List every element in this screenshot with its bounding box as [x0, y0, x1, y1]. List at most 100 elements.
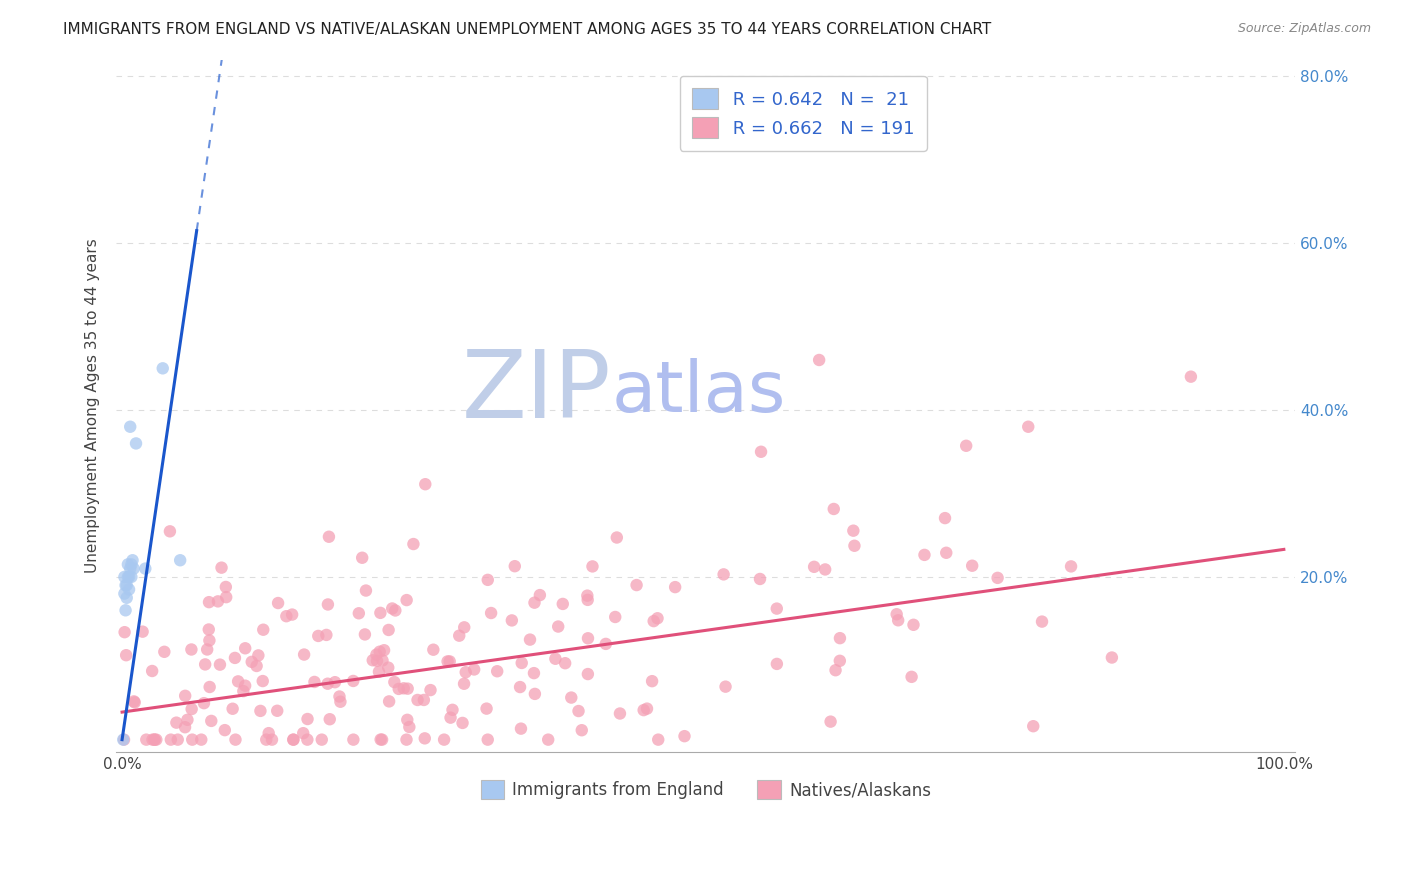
Point — [842, 524, 865, 538]
Point — [433, 732, 456, 747]
Point — [381, 601, 404, 615]
Point — [402, 537, 425, 551]
Point — [354, 583, 377, 598]
Point — [547, 619, 569, 633]
Point — [124, 695, 146, 709]
Point — [267, 596, 290, 610]
Point — [195, 642, 218, 657]
Point — [749, 444, 772, 458]
Point — [232, 684, 254, 698]
Point — [112, 570, 135, 584]
Point — [396, 681, 419, 696]
Point — [112, 732, 135, 747]
Point — [406, 693, 429, 707]
Point — [395, 732, 418, 747]
Point — [297, 712, 319, 726]
Point — [523, 687, 546, 701]
Point — [254, 732, 277, 747]
Point — [887, 613, 910, 627]
Point — [233, 641, 256, 656]
Point — [208, 657, 231, 672]
Point — [828, 631, 851, 645]
Point — [486, 665, 509, 679]
Point — [501, 614, 523, 628]
Point — [115, 591, 138, 605]
Point — [318, 530, 340, 544]
Point — [523, 596, 546, 610]
Point — [118, 582, 141, 597]
Point — [1022, 719, 1045, 733]
Point — [398, 720, 420, 734]
Point — [377, 660, 399, 674]
Point — [371, 732, 394, 747]
Point — [153, 645, 176, 659]
Point — [160, 732, 183, 747]
Point — [413, 731, 436, 746]
Point — [477, 573, 499, 587]
Point — [370, 606, 392, 620]
Point — [633, 703, 655, 717]
Point — [510, 656, 533, 670]
Point — [193, 696, 215, 710]
Point — [960, 558, 983, 573]
Point — [808, 353, 831, 368]
Point — [554, 657, 576, 671]
Point — [581, 559, 603, 574]
Point — [368, 665, 391, 679]
Point — [366, 654, 388, 668]
Point — [328, 690, 350, 704]
Point — [606, 531, 628, 545]
Point — [576, 632, 599, 646]
Point — [626, 578, 648, 592]
Point — [120, 570, 142, 584]
Point — [378, 694, 401, 708]
Point — [143, 732, 166, 747]
Point — [316, 598, 339, 612]
Point — [224, 732, 246, 747]
Point — [537, 732, 560, 747]
Point — [354, 627, 377, 641]
Point — [439, 711, 461, 725]
Point — [422, 642, 444, 657]
Point — [221, 702, 243, 716]
Point — [122, 561, 145, 575]
Point — [510, 722, 533, 736]
Point — [1101, 650, 1123, 665]
Point — [377, 623, 399, 637]
Point — [145, 732, 167, 747]
Point — [112, 732, 135, 747]
Point — [903, 617, 925, 632]
Point — [560, 690, 582, 705]
Point — [824, 663, 846, 677]
Point — [451, 715, 474, 730]
Point — [292, 648, 315, 662]
Point — [1031, 615, 1053, 629]
Point — [112, 586, 135, 600]
Point — [120, 419, 142, 434]
Point — [141, 664, 163, 678]
Point — [249, 704, 271, 718]
Point — [122, 694, 145, 708]
Point — [544, 652, 567, 666]
Point — [368, 645, 391, 659]
Point — [366, 648, 388, 662]
Point — [233, 679, 256, 693]
Point — [828, 654, 851, 668]
Point — [190, 732, 212, 747]
Point — [214, 723, 236, 738]
Point — [252, 623, 274, 637]
Point — [823, 502, 845, 516]
Point — [647, 611, 669, 625]
Point — [441, 703, 464, 717]
Point — [180, 642, 202, 657]
Point — [252, 674, 274, 689]
Point — [803, 559, 825, 574]
Point — [276, 609, 298, 624]
Point — [643, 614, 665, 628]
Point — [749, 572, 772, 586]
Text: Source: ZipAtlas.com: Source: ZipAtlas.com — [1237, 22, 1371, 36]
Point — [449, 629, 471, 643]
Point — [519, 632, 541, 647]
Point — [304, 675, 326, 690]
Point — [475, 701, 498, 715]
